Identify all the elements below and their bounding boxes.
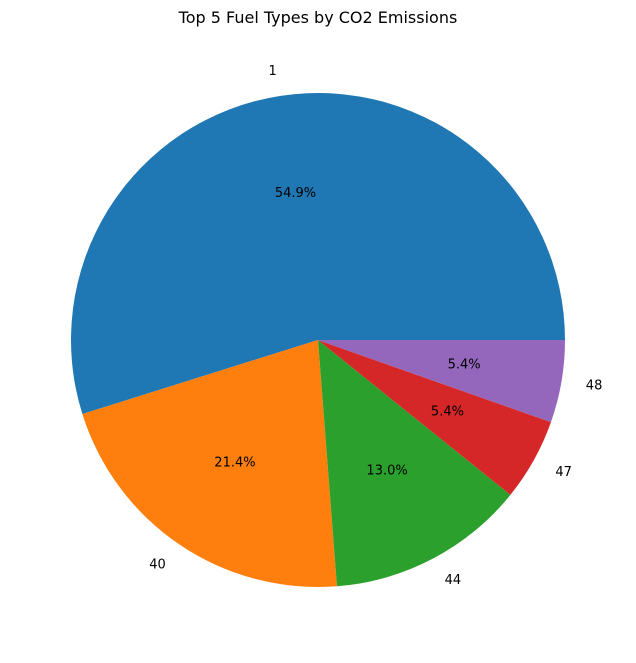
percent-label-1: 54.9% bbox=[275, 186, 316, 201]
pie-wedge-48 bbox=[318, 340, 565, 423]
pie-labels: 1 54.9% 40 21.4% 44 13.0% 47 5.4% 48 5.4% bbox=[149, 64, 602, 588]
wedge-label-40: 40 bbox=[149, 558, 166, 573]
percent-label-48: 5.4% bbox=[448, 358, 481, 373]
wedge-label-1: 1 bbox=[269, 64, 277, 79]
percent-label-44: 13.0% bbox=[366, 464, 407, 479]
pie-wedges bbox=[70, 92, 565, 587]
pie-wedge-1 bbox=[70, 92, 565, 415]
percent-label-47: 5.4% bbox=[431, 405, 464, 420]
wedge-label-44: 44 bbox=[445, 573, 462, 588]
wedge-label-47: 47 bbox=[555, 465, 572, 480]
pie-wedge-44 bbox=[318, 340, 511, 587]
wedge-label-48: 48 bbox=[586, 378, 603, 393]
chart-title: Top 5 Fuel Types by CO2 Emissions bbox=[178, 8, 458, 27]
pie-wedge-47 bbox=[318, 340, 551, 495]
percent-label-40: 21.4% bbox=[214, 455, 255, 470]
pie-wedge-40 bbox=[82, 340, 337, 587]
